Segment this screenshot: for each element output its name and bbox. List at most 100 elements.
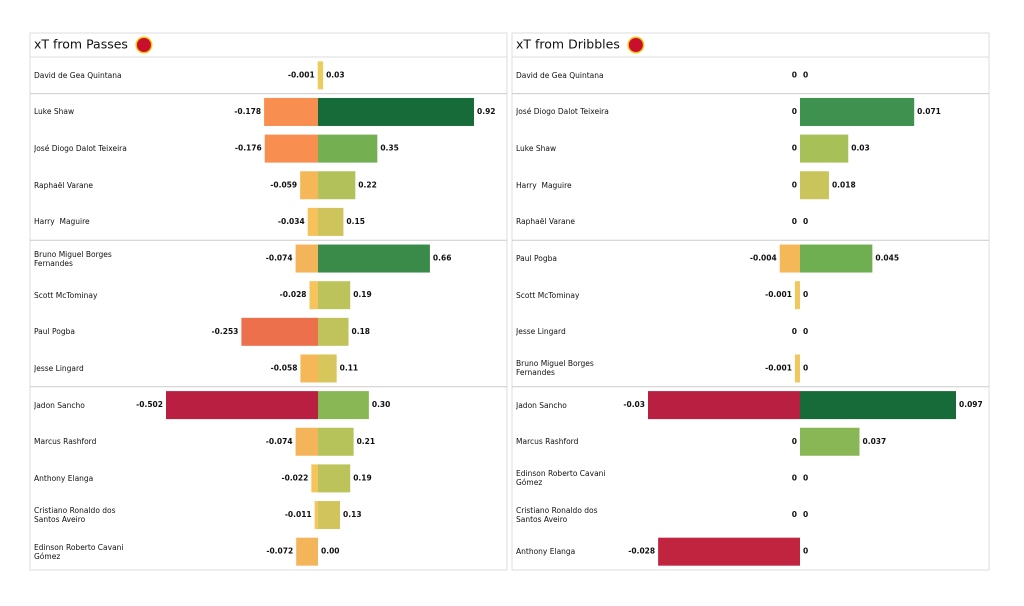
value-label: 0 — [792, 107, 797, 116]
value-label: 0 — [792, 327, 797, 336]
bar-negative — [300, 171, 318, 199]
row-label: Scott McTominay — [516, 277, 612, 313]
row-label-box: Cristiano Ronaldo dos Santos Aveiro — [34, 497, 134, 533]
row-label: Scott McTominay — [34, 277, 130, 313]
value-label: 0.11 — [340, 363, 359, 372]
value-label: 0 — [792, 217, 797, 226]
value-label: 0.00 — [321, 547, 340, 556]
bar-negative — [648, 391, 800, 419]
bar-positive — [318, 171, 355, 199]
value-label: 0.13 — [343, 510, 362, 519]
value-label: 0 — [803, 70, 808, 79]
row-label: Harry Maguire — [516, 167, 612, 203]
value-label: -0.022 — [281, 473, 308, 482]
row-label: Marcus Rashford — [516, 424, 612, 460]
bar-positive — [318, 281, 350, 309]
bar-positive — [318, 245, 430, 273]
club-logo-inner — [629, 38, 643, 52]
value-label: 0.15 — [346, 217, 365, 226]
bar-positive — [800, 391, 956, 419]
row-label: José Diogo Dalot Teixeira — [516, 94, 612, 130]
row-label: Jesse Lingard — [34, 350, 130, 386]
row-label-box: Harry Maguire — [516, 167, 616, 203]
row-label: Cristiano Ronaldo dos Santos Aveiro — [34, 497, 130, 533]
value-label: 0.19 — [353, 473, 372, 482]
row-label-box: Anthony Elanga — [516, 534, 616, 570]
value-label: -0.074 — [266, 254, 293, 263]
value-label: 0.045 — [875, 254, 899, 263]
value-label: -0.059 — [270, 180, 297, 189]
row-label-box: Jesse Lingard — [34, 350, 134, 386]
bar-positive — [318, 98, 474, 126]
value-label: 0.21 — [357, 437, 376, 446]
bar-positive — [318, 208, 343, 236]
row-label: Marcus Rashford — [34, 424, 130, 460]
value-label: 0.03 — [326, 70, 345, 79]
row-label: Paul Pogba — [516, 241, 612, 277]
row-label-box: Scott McTominay — [516, 277, 616, 313]
bar-negative — [265, 135, 318, 163]
row-label: Bruno Miguel Borges Fernandes — [516, 350, 612, 386]
bar-negative — [315, 501, 318, 529]
row-label: Bruno Miguel Borges Fernandes — [34, 241, 130, 277]
bar-positive — [800, 428, 860, 456]
value-label: 0.037 — [863, 437, 887, 446]
value-label: 0 — [792, 180, 797, 189]
row-label-box: Luke Shaw — [516, 131, 616, 167]
value-label: 0 — [792, 510, 797, 519]
row-label-box: Edinson Roberto Cavani Gómez — [516, 460, 616, 496]
row-label: Anthony Elanga — [516, 534, 612, 570]
value-label: 0 — [803, 327, 808, 336]
bar-negative — [166, 391, 318, 419]
row-label-box: José Diogo Dalot Teixeira — [34, 131, 134, 167]
row-label-box: Paul Pogba — [516, 241, 616, 277]
value-label: 0 — [803, 290, 808, 299]
bar-negative — [310, 281, 318, 309]
bar-negative — [658, 538, 800, 566]
row-label-box: Jadon Sancho — [516, 387, 616, 423]
value-label: -0.03 — [623, 400, 645, 409]
value-label: -0.001 — [765, 290, 792, 299]
row-label-box: Marcus Rashford — [34, 424, 134, 460]
row-label: José Diogo Dalot Teixeira — [34, 131, 130, 167]
bar-positive — [800, 171, 829, 199]
value-label: 0.30 — [372, 400, 391, 409]
bar-positive — [318, 135, 377, 163]
row-label: David de Gea Quintana — [34, 57, 130, 93]
value-label: 0.66 — [433, 254, 452, 263]
row-label: Edinson Roberto Cavani Gómez — [516, 460, 612, 496]
value-label: -0.072 — [266, 547, 293, 556]
row-label: David de Gea Quintana — [516, 57, 612, 93]
row-label-box: Anthony Elanga — [34, 460, 134, 496]
row-label: Luke Shaw — [516, 131, 612, 167]
value-label: -0.001 — [765, 363, 792, 372]
row-label-box: Jadon Sancho — [34, 387, 134, 423]
value-label: 0 — [792, 144, 797, 153]
row-label: Jesse Lingard — [516, 314, 612, 350]
row-label-box: Edinson Roberto Cavani Gómez — [34, 534, 134, 570]
bar-negative — [795, 354, 800, 382]
row-label-box: Raphaël Varane — [516, 204, 616, 240]
value-label: 0.22 — [358, 180, 377, 189]
bar-positive — [800, 135, 848, 163]
value-label: 0 — [803, 547, 808, 556]
value-label: -0.028 — [628, 547, 655, 556]
bar-positive — [318, 428, 354, 456]
value-label: -0.058 — [271, 363, 298, 372]
bar-positive — [318, 501, 340, 529]
bar-negative — [308, 208, 318, 236]
value-label: 0.097 — [959, 400, 983, 409]
row-label: Paul Pogba — [34, 314, 130, 350]
bar-negative — [296, 538, 318, 566]
value-label: -0.034 — [278, 217, 305, 226]
bar-positive — [318, 391, 369, 419]
row-label: Raphaël Varane — [516, 204, 612, 240]
value-label: 0.071 — [917, 107, 941, 116]
bar-negative — [780, 245, 800, 273]
bar-negative — [241, 318, 318, 346]
row-label: Anthony Elanga — [34, 460, 130, 496]
bar-positive — [318, 464, 350, 492]
row-label-box: Raphaël Varane — [34, 167, 134, 203]
row-label: Jadon Sancho — [34, 387, 130, 423]
value-label: -0.011 — [285, 510, 312, 519]
